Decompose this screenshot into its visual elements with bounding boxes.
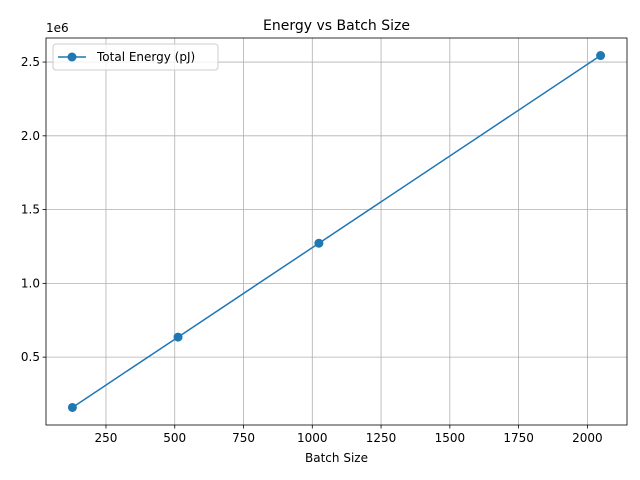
y-tick-label: 2.5 xyxy=(21,55,40,69)
x-tick-label: 1250 xyxy=(366,431,397,445)
y-tick-label: 1.5 xyxy=(21,203,40,217)
x-tick-label: 1500 xyxy=(435,431,466,445)
y-tick-label: 0.5 xyxy=(21,350,40,364)
x-tick-label: 750 xyxy=(232,431,255,445)
x-tick-label: 500 xyxy=(163,431,186,445)
y-tick-label: 2.0 xyxy=(21,129,40,143)
chart-title: Energy vs Batch Size xyxy=(263,18,410,34)
legend-marker xyxy=(67,52,77,62)
data-point xyxy=(67,402,77,412)
legend-label: Total Energy (pJ) xyxy=(96,50,195,64)
y-tick-label: 1.0 xyxy=(21,276,40,290)
data-point xyxy=(596,51,606,61)
x-axis-title: Batch Size xyxy=(305,451,368,465)
y-axis-offset-label: 1e6 xyxy=(46,21,69,35)
plot-frame xyxy=(45,37,628,426)
data-point xyxy=(173,332,183,342)
x-tick-label: 250 xyxy=(95,431,118,445)
series-layer xyxy=(67,51,606,412)
x-tick-label: 1000 xyxy=(297,431,328,445)
y-axis-ticks: 0.5 1.0 1.5 2.0 2.5 xyxy=(21,55,46,364)
data-point xyxy=(314,238,324,248)
legend-box xyxy=(52,43,219,71)
x-tick-label: 2000 xyxy=(572,431,603,445)
x-tick-label: 1750 xyxy=(503,431,534,445)
legend: Total Energy (pJ) xyxy=(52,43,219,71)
x-axis-ticks: 250 500 750 1000 1250 1500 1750 2000 xyxy=(95,425,603,445)
series-line xyxy=(71,54,602,409)
